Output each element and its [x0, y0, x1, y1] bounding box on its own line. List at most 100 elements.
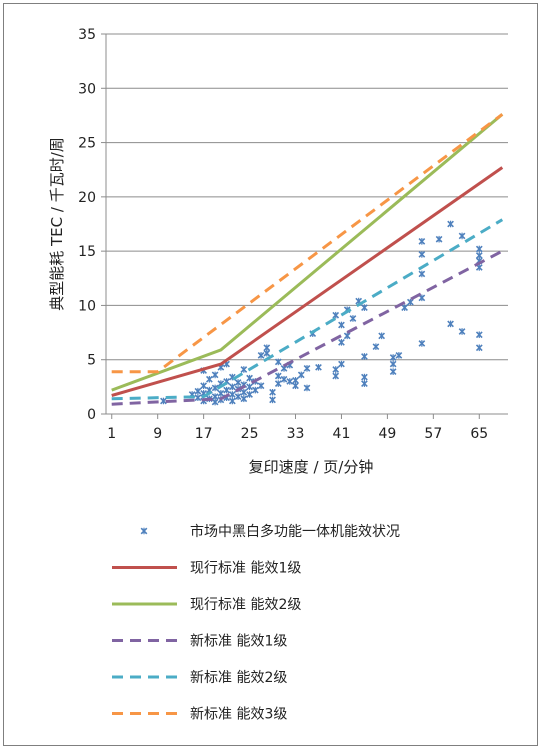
scatter-point: [274, 380, 282, 387]
scatter-point: [269, 396, 276, 404]
scatter-point: [206, 375, 213, 383]
scatter-point: [361, 304, 368, 311]
scatter-point: [407, 298, 414, 306]
scatter-point: [292, 376, 299, 384]
scatter-point: [389, 354, 397, 361]
scatter-point: [246, 391, 253, 398]
chart-svg: 0 5 10 15 20 25 30 35 1 9 17 25 33 41 49 57 65 复印速度 / 页…: [48, 27, 508, 723]
scatter-point: [418, 238, 426, 245]
scatter-point: [251, 386, 259, 394]
series-lines: [111, 113, 504, 406]
scatter-point: [240, 388, 248, 396]
scatter-point: [211, 384, 219, 392]
scatter-point: [378, 332, 386, 340]
scatter-point: [332, 311, 340, 319]
scatter-point: [286, 378, 294, 385]
scatter-point: [257, 382, 265, 390]
scatter-point: [269, 388, 276, 396]
x-tick-label: 9: [153, 426, 162, 442]
scatter-point: [303, 365, 311, 372]
legend-item: 现行标准 能效2级: [112, 597, 301, 613]
scatter-point: [240, 366, 248, 373]
y-tick-label: 20: [78, 190, 96, 206]
legend-item: 现行标准 能效1级: [112, 561, 301, 577]
scatter-point: [372, 343, 380, 351]
legend-label: 市场中黑白多功能一体机能效状况: [190, 523, 400, 540]
scatter-point: [223, 386, 230, 394]
y-tick-label: 30: [78, 81, 96, 97]
scatter-point: [211, 371, 219, 379]
y-tick-labels: 0 5 10 15 20 25 30 35: [78, 27, 96, 423]
scatter-point: [418, 270, 426, 278]
x-tick-label: 25: [241, 426, 259, 442]
scatter-point: [228, 383, 236, 391]
series-line: [111, 113, 504, 374]
legend-label: 新标准 能效2级: [190, 670, 287, 686]
legend-item: 新标准 能效1级: [112, 634, 287, 650]
x-tick-label: 65: [470, 426, 488, 442]
scatter-point: [401, 304, 408, 311]
scatter-point: [263, 344, 271, 352]
scatter-point: [361, 373, 368, 381]
legend-item: 市场中黑白多功能一体机能效状况: [140, 523, 400, 540]
x-tick-label: 57: [424, 426, 442, 442]
y-tick-label: 0: [87, 407, 96, 423]
scatter-point: [475, 245, 483, 253]
scatter-point: [194, 394, 202, 402]
scatter-point: [338, 321, 345, 329]
scatter-point: [200, 382, 207, 390]
scatter-point: [240, 395, 248, 403]
x-tick-label: 49: [378, 426, 396, 442]
legend-item: 新标准 能效3级: [112, 707, 287, 723]
y-tick-label: 15: [78, 244, 96, 260]
scatter-point: [315, 363, 322, 371]
scatter-point: [458, 328, 466, 335]
y-tick-label: 5: [87, 353, 96, 369]
scatter-point: [389, 368, 397, 376]
scatter-point: [332, 366, 340, 373]
scatter-point: [194, 387, 202, 395]
scatter-point: [246, 383, 253, 391]
scatter-point: [361, 380, 368, 387]
x-tick-label: 1: [107, 426, 116, 442]
scatter-points: [160, 220, 483, 406]
axes: [105, 34, 508, 419]
scatter-point: [338, 338, 345, 346]
scatter-point: [280, 375, 288, 383]
chart-frame: 0 5 10 15 20 25 30 35 1 9 17 25 33 41 49 57 65 复印速度 / 页…: [3, 3, 538, 746]
scatter-point: [349, 315, 357, 322]
legend-label: 新标准 能效3级: [190, 707, 287, 723]
scatter-point: [361, 353, 368, 360]
x-tick-label: 33: [287, 426, 305, 442]
scatter-point: [435, 235, 443, 243]
x-tick-labels: 1 9 17 25 33 41 49 57 65: [107, 426, 488, 442]
series-line: [111, 249, 503, 406]
scatter-point: [234, 393, 242, 400]
scatter-point: [447, 220, 454, 228]
legend-marker: [140, 527, 148, 535]
y-tick-label: 35: [78, 27, 96, 43]
scatter-point: [297, 371, 305, 379]
x-axis-title: 复印速度 / 页/分钟: [249, 458, 374, 476]
gridlines: [101, 33, 508, 415]
scatter-point: [228, 397, 236, 405]
scatter-point: [160, 397, 167, 405]
y-tick-label: 25: [78, 136, 96, 152]
y-tick-label: 10: [78, 298, 96, 314]
scatter-point: [447, 320, 454, 328]
series-line: [111, 218, 504, 401]
scatter-point: [228, 391, 236, 398]
scatter-point: [338, 360, 345, 368]
legend-label: 新标准 能效1级: [190, 634, 287, 650]
scatter-point: [475, 252, 483, 259]
series-line: [111, 113, 504, 392]
scatter-point: [389, 360, 397, 368]
scatter-point: [395, 352, 403, 359]
x-tick-label: 17: [195, 426, 213, 442]
scatter-point: [303, 384, 311, 392]
scatter-point: [274, 372, 282, 380]
legend-label: 现行标准 能效2级: [190, 597, 301, 613]
x-tick-label: 41: [333, 426, 351, 442]
scatter-point: [211, 393, 219, 400]
